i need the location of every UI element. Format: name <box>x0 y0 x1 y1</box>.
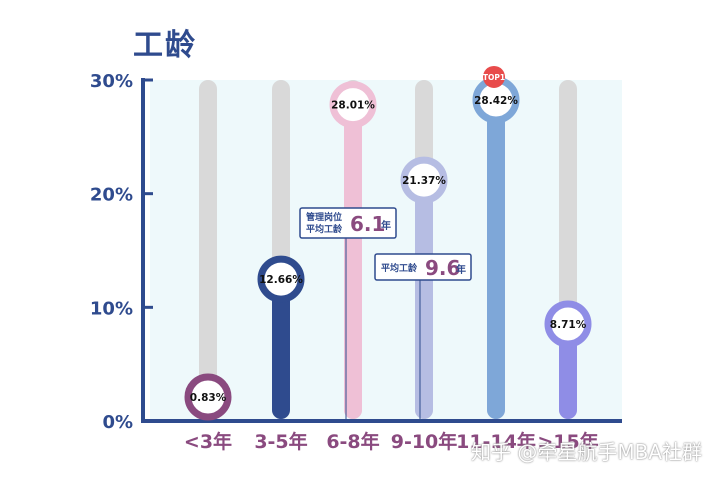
bar-marker <box>544 300 592 348</box>
annotation-text: 管理岗位 <box>306 211 342 223</box>
watermark: 知乎 @牵星航手MBA社群 <box>470 440 702 464</box>
annotation-text: 平均工龄 <box>381 262 418 274</box>
bar-track <box>199 80 217 419</box>
annotation-text: 平均工龄 <box>306 223 343 235</box>
annotation-box <box>374 253 472 281</box>
x-tick-label: >15年 <box>537 430 598 453</box>
bar <box>344 102 362 420</box>
data-label: 21.37% <box>402 175 446 187</box>
bar <box>415 178 433 419</box>
y-tick-label: 20% <box>90 185 133 206</box>
x-tick-label: 3-5年 <box>254 430 307 453</box>
top-badge-label: TOP1 <box>483 73 505 82</box>
annotation-unit: 年 <box>456 263 466 276</box>
plot-background <box>150 80 622 421</box>
data-label: 0.83% <box>190 392 227 404</box>
chart-title: 工龄 <box>133 28 197 63</box>
annotation-value: 6.1 <box>350 212 385 236</box>
data-label: 28.42% <box>474 95 518 107</box>
x-tick-label: 11-14年 <box>456 430 536 453</box>
annotation-unit: 年 <box>381 219 391 232</box>
bar-marker <box>329 81 377 129</box>
annotation-value: 9.6 <box>425 256 460 280</box>
top-badge <box>483 65 505 88</box>
y-tick-label: 0% <box>102 412 133 433</box>
data-label: 12.66% <box>259 274 303 286</box>
bar <box>272 277 290 419</box>
x-tick-label: <3年 <box>184 430 232 453</box>
data-label: 8.71% <box>550 319 587 331</box>
bar-marker <box>184 373 232 421</box>
x-tick-label: 9-10年 <box>391 430 458 453</box>
data-label: 28.01% <box>331 100 375 112</box>
bar <box>487 97 505 419</box>
bar-marker <box>257 255 305 303</box>
bar-marker <box>400 156 448 204</box>
y-tick-label: 10% <box>90 298 133 319</box>
x-tick-label: 6-8年 <box>326 430 379 453</box>
y-tick-label: 30% <box>90 71 133 92</box>
annotation-box <box>299 207 397 239</box>
